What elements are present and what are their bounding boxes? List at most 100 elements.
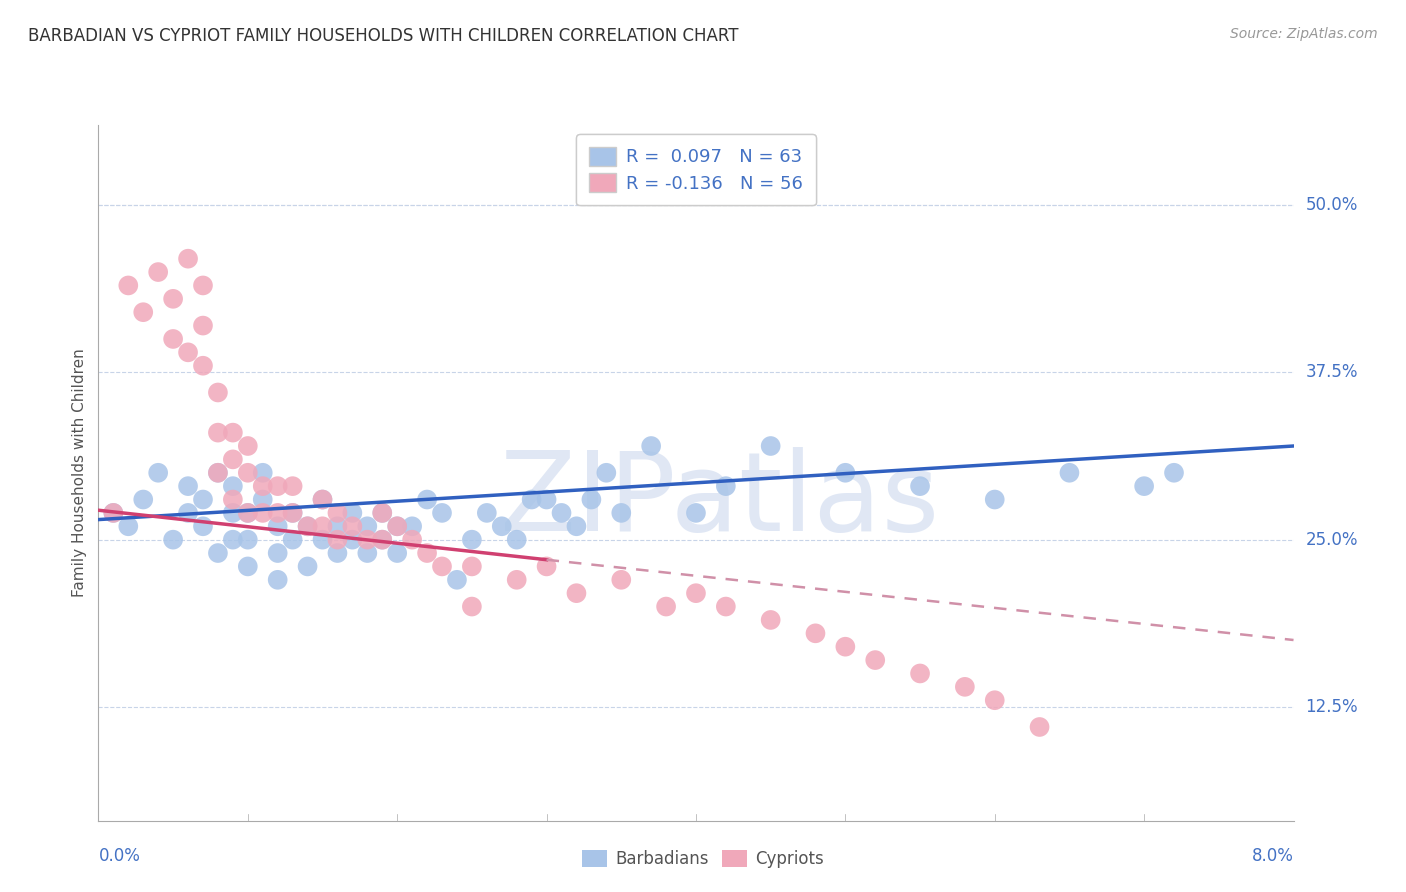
Point <box>536 559 558 574</box>
Point <box>685 506 707 520</box>
Point <box>222 506 245 520</box>
Point <box>222 479 245 493</box>
Point <box>461 559 484 574</box>
Point <box>475 506 498 520</box>
Point <box>1163 466 1185 480</box>
Point <box>252 492 274 507</box>
Point <box>356 546 378 560</box>
Point <box>297 519 319 533</box>
Point <box>491 519 513 533</box>
Point <box>117 519 139 533</box>
Point <box>222 492 245 507</box>
Legend: Barbadians, Cypriots: Barbadians, Cypriots <box>575 843 831 875</box>
Point <box>371 506 394 520</box>
Point <box>311 533 333 547</box>
Point <box>834 466 856 480</box>
Point <box>311 492 333 507</box>
Point <box>834 640 856 654</box>
Point <box>162 332 184 346</box>
Point <box>177 479 200 493</box>
Point <box>297 559 319 574</box>
Text: BARBADIAN VS CYPRIOT FAMILY HOUSEHOLDS WITH CHILDREN CORRELATION CHART: BARBADIAN VS CYPRIOT FAMILY HOUSEHOLDS W… <box>28 27 738 45</box>
Point <box>714 599 737 614</box>
Point <box>371 533 394 547</box>
Point <box>281 506 304 520</box>
Point <box>103 506 125 520</box>
Point <box>1059 466 1081 480</box>
Point <box>714 479 737 493</box>
Point <box>610 573 633 587</box>
Point <box>908 666 931 681</box>
Point <box>430 506 453 520</box>
Point <box>983 492 1005 507</box>
Point <box>595 466 617 480</box>
Point <box>162 533 184 547</box>
Point <box>222 452 245 467</box>
Text: 25.0%: 25.0% <box>1305 531 1358 549</box>
Point <box>446 573 468 587</box>
Point <box>267 573 290 587</box>
Point <box>1028 720 1050 734</box>
Legend: R =  0.097   N = 63, R = -0.136   N = 56: R = 0.097 N = 63, R = -0.136 N = 56 <box>576 134 815 205</box>
Point <box>385 519 409 533</box>
Point <box>236 466 259 480</box>
Point <box>565 519 588 533</box>
Point <box>416 546 439 560</box>
Point <box>983 693 1005 707</box>
Text: 50.0%: 50.0% <box>1305 196 1358 214</box>
Point <box>281 506 304 520</box>
Point <box>311 519 333 533</box>
Point <box>371 506 394 520</box>
Point <box>236 506 259 520</box>
Point <box>401 519 423 533</box>
Point <box>385 546 409 560</box>
Point <box>342 519 364 533</box>
Point <box>536 492 558 507</box>
Point <box>222 425 245 440</box>
Point <box>297 519 319 533</box>
Point <box>281 479 304 493</box>
Point <box>177 345 200 359</box>
Point <box>162 292 184 306</box>
Point <box>252 479 274 493</box>
Point <box>132 305 155 319</box>
Point <box>252 466 274 480</box>
Point <box>191 492 214 507</box>
Point <box>267 519 290 533</box>
Point <box>326 546 349 560</box>
Point <box>416 492 439 507</box>
Point <box>685 586 707 600</box>
Point <box>191 318 214 333</box>
Point <box>267 506 290 520</box>
Point <box>342 506 364 520</box>
Point <box>506 573 529 587</box>
Point <box>132 492 155 507</box>
Point <box>655 599 678 614</box>
Point <box>236 506 259 520</box>
Point <box>581 492 603 507</box>
Point <box>804 626 827 640</box>
Text: ZIPatlas: ZIPatlas <box>501 447 939 554</box>
Text: 37.5%: 37.5% <box>1305 363 1358 382</box>
Point <box>236 559 259 574</box>
Point <box>222 533 245 547</box>
Point <box>565 586 588 600</box>
Point <box>252 506 274 520</box>
Point <box>148 265 170 279</box>
Point <box>236 533 259 547</box>
Point <box>550 506 572 520</box>
Point <box>908 479 931 493</box>
Point <box>520 492 543 507</box>
Point <box>148 466 170 480</box>
Point <box>207 425 229 440</box>
Point <box>1133 479 1156 493</box>
Text: 8.0%: 8.0% <box>1251 847 1294 865</box>
Point <box>953 680 976 694</box>
Point <box>461 533 484 547</box>
Point <box>207 466 229 480</box>
Y-axis label: Family Households with Children: Family Households with Children <box>72 349 87 597</box>
Text: Source: ZipAtlas.com: Source: ZipAtlas.com <box>1230 27 1378 41</box>
Point <box>759 439 782 453</box>
Point <box>236 439 259 453</box>
Point <box>207 466 229 480</box>
